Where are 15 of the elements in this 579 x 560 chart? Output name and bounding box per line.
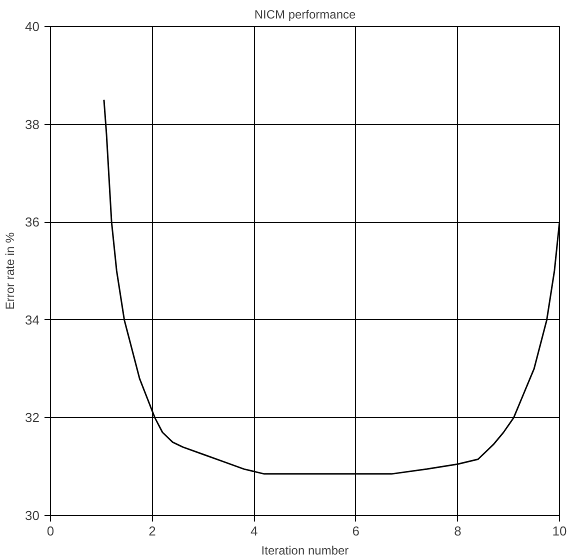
x-tick-label: 6: [352, 524, 360, 538]
x-axis-title: Iteration number: [261, 544, 349, 558]
y-tick-label: 36: [25, 214, 40, 230]
x-tick-label: 0: [46, 524, 54, 538]
y-tick-label: 32: [25, 410, 40, 426]
y-tick-label: 34: [25, 312, 40, 328]
y-tick-label: 40: [25, 19, 40, 34]
y-tick-label: 30: [25, 508, 40, 523]
chart-title: NICM performance: [254, 8, 356, 22]
y-axis-title: Error rate in %: [3, 232, 18, 310]
y-tick-label: 38: [25, 116, 40, 132]
x-tick-label: 4: [250, 524, 258, 538]
x-tick-label: 8: [454, 524, 462, 538]
x-tick-label: 10: [552, 524, 567, 538]
x-tick-label: 2: [148, 524, 156, 538]
